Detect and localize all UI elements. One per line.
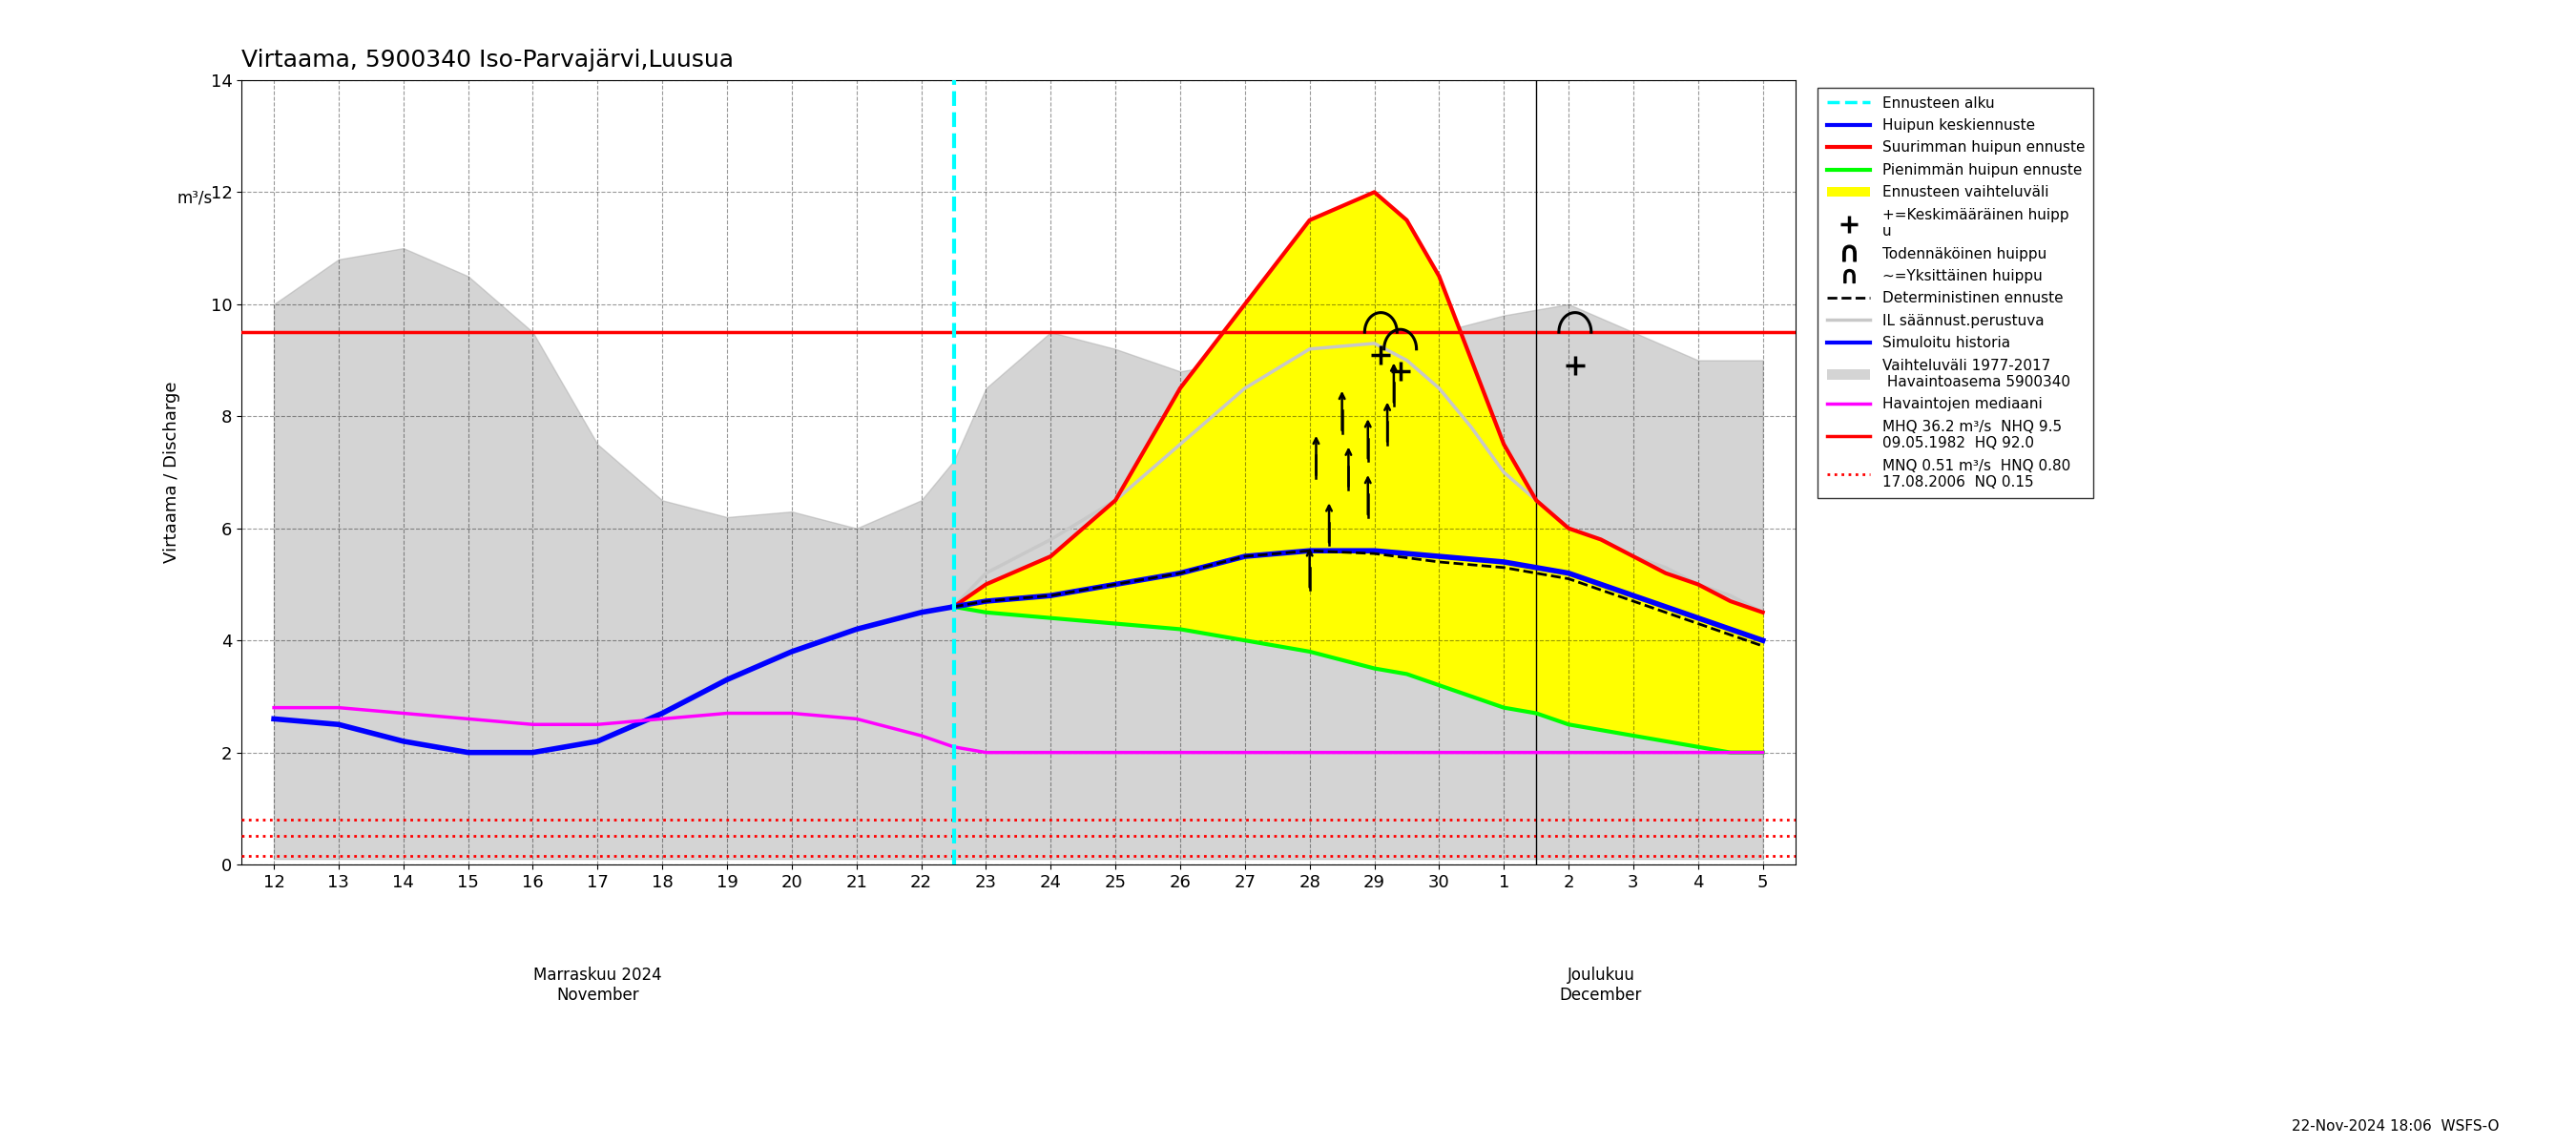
Text: Marraskuu 2024
November: Marraskuu 2024 November [533, 966, 662, 1003]
Text: Joulukuu
December: Joulukuu December [1558, 966, 1641, 1003]
Text: Virtaama, 5900340 Iso-Parvajärvi,Luusua: Virtaama, 5900340 Iso-Parvajärvi,Luusua [242, 48, 734, 71]
Legend: Ennusteen alku, Huipun keskiennuste, Suurimman huipun ennuste, Pienimmän huipun : Ennusteen alku, Huipun keskiennuste, Suu… [1819, 87, 2094, 498]
Text: Virtaama / Discharge: Virtaama / Discharge [162, 381, 180, 563]
Text: m³/s: m³/s [178, 189, 214, 206]
Text: 22-Nov-2024 18:06  WSFS-O: 22-Nov-2024 18:06 WSFS-O [2290, 1120, 2499, 1134]
